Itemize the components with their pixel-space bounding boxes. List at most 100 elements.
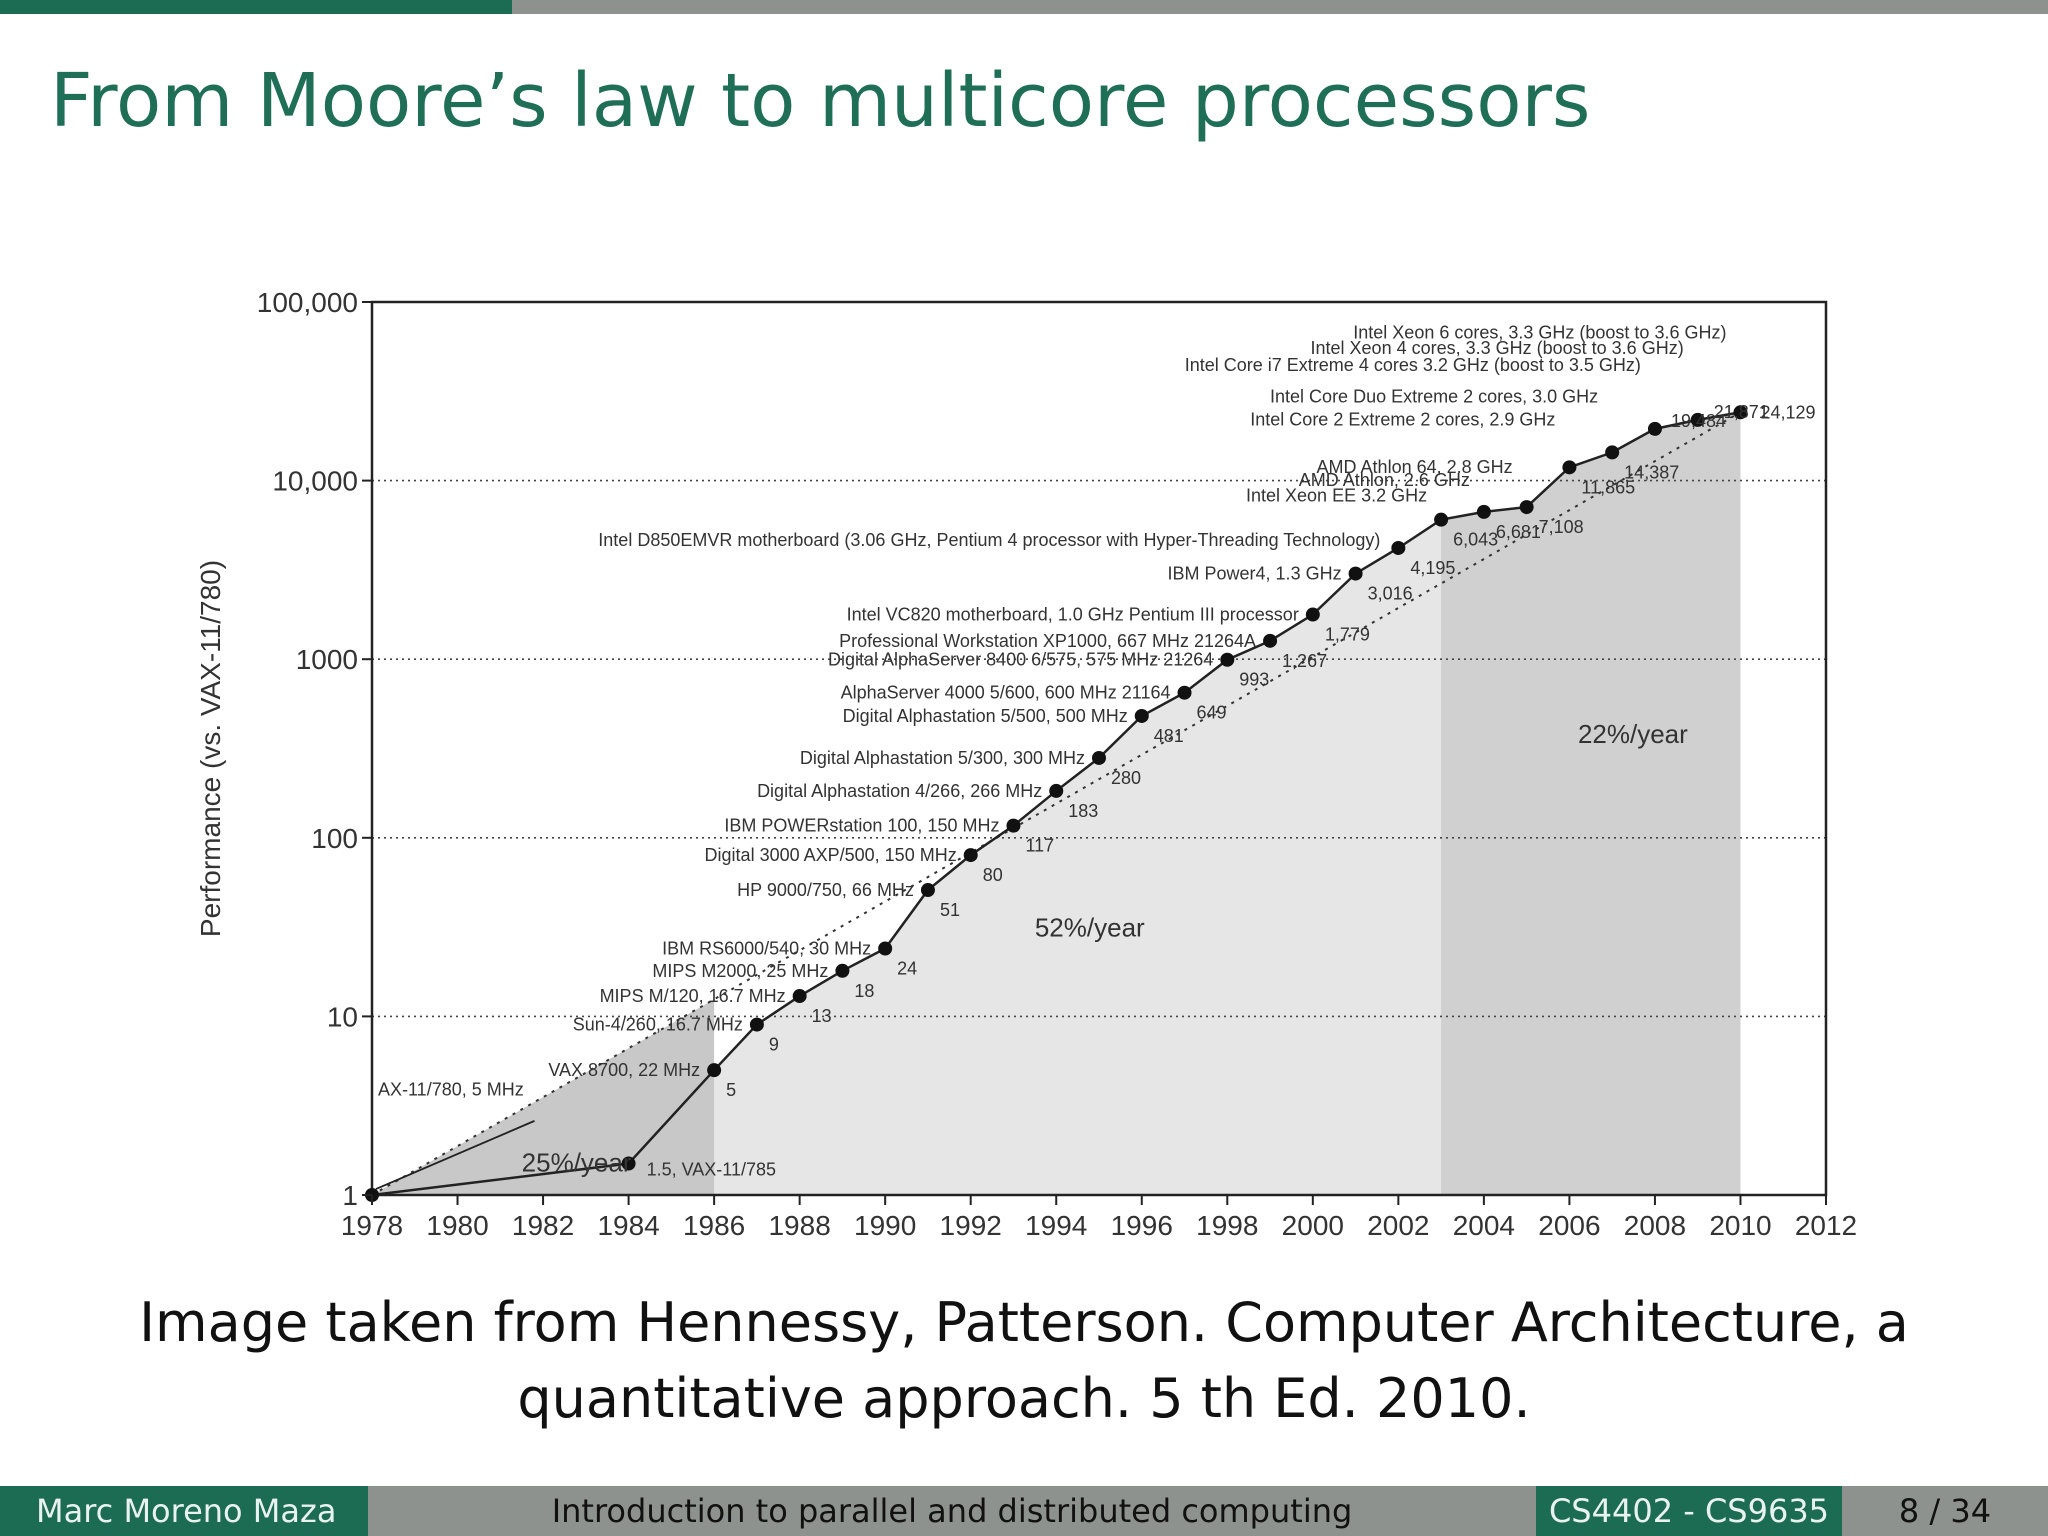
region-label-22-percent: 22%/year [1578,719,1688,749]
value-label-1999: 1,267 [1282,651,1327,671]
value-label-1989: 18 [854,981,874,1001]
x-tick-label-2006: 2006 [1538,1210,1600,1241]
name-label-2008: Intel Core i7 Extreme 4 cores 3.2 GHz (b… [1185,355,1641,375]
region-label-52-percent: 52%/year [1035,913,1145,943]
name-label-2002: Intel D850EMVR motherboard (3.06 GHz, Pe… [598,530,1380,550]
y-tick-label-10: 10 [327,1001,358,1032]
footer-course-code: CS4402 - CS9635 [1536,1486,1842,1536]
data-point-2003 [1434,512,1449,527]
data-point-1994 [1049,783,1064,798]
region-label-25-percent: 25%/year [522,1148,632,1178]
data-point-2001 [1348,566,1363,581]
data-point-1987 [749,1017,764,1032]
name-label-1997: AlphaServer 4000 5/600, 600 MHz 21164 [841,683,1171,703]
name-label-2007: Intel Core Duo Extreme 2 cores, 3.0 GHz [1270,386,1598,406]
x-tick-label-1992: 1992 [940,1210,1002,1241]
data-point-2004 [1476,504,1491,519]
x-tick-label-1982: 1982 [512,1210,574,1241]
data-point-1984 [621,1156,636,1171]
region-25-percent [372,999,715,1195]
progress-bar-fill [0,0,512,14]
x-tick-label-1986: 1986 [683,1210,745,1241]
data-point-1991 [920,883,935,898]
footer-bar: Marc Moreno Maza Introduction to paralle… [0,1486,2048,1536]
name-label-2000: Intel VC820 motherboard, 1.0 GHz Pentium… [847,605,1299,625]
value-label-1984: 1.5, VAX-11/785 [647,1160,776,1180]
x-tick-label-2004: 2004 [1453,1210,1515,1241]
value-label-1994: 183 [1068,801,1098,821]
footer-author: Marc Moreno Maza [0,1486,368,1536]
progress-bar-track [0,0,2048,14]
name-label-1992: Digital 3000 AXP/500, 150 MHz [705,845,957,865]
value-label-2005: 7,108 [1539,517,1584,537]
value-label-2009: 21,871 [1714,402,1769,422]
y-tick-label-1: 1 [342,1180,358,1211]
name-label-2010: Intel Xeon 6 cores, 3.3 GHz (boost to 3.… [1353,322,1726,342]
data-point-1997 [1177,685,1192,700]
value-label-2007: 14,387 [1624,462,1679,482]
value-label-1986: 5 [726,1080,736,1100]
value-label-1998: 993 [1239,670,1269,690]
x-tick-label-1990: 1990 [854,1210,916,1241]
data-point-2009 [1690,412,1705,427]
name-label-1987: Sun-4/260, 16.7 MHz [573,1015,743,1035]
data-point-1993 [1006,818,1021,833]
x-tick-label-2008: 2008 [1624,1210,1686,1241]
value-label-1993: 117 [1025,836,1054,856]
y-tick-label-100-000: 100,000 [257,287,358,318]
image-caption: Image taken from Hennessy, Patterson. Co… [100,1285,1948,1437]
name-label-2003: Intel Xeon EE 3.2 GHz [1246,486,1427,506]
x-tick-label-2010: 2010 [1709,1210,1771,1241]
data-point-1995 [1092,750,1106,765]
value-label-2008: 19,484 [1671,411,1726,431]
x-tick-label-1996: 1996 [1111,1210,1173,1241]
name-label-2005: AMD Athlon 64, 2.8 GHz [1317,457,1513,477]
name-label-2001: IBM Power4, 1.3 GHz [1168,564,1342,584]
x-tick-label-1978: 1978 [341,1210,403,1241]
data-point-1988 [792,989,807,1004]
data-point-2010 [1733,405,1748,420]
y-tick-label-10-000: 10,000 [272,466,358,497]
y-axis-label: Performance (vs. VAX-11/780) [195,560,226,937]
name-leader-1978 [375,1120,535,1190]
performance-chart: 1978 1980 1982 1984 1986 1988 1990 1992 1994 1996… [195,287,1857,1241]
footer-course-title: Introduction to parallel and distributed… [368,1486,1536,1536]
name-label-1999: Professional Workstation XP1000, 667 MHz… [839,631,1256,651]
name-label-2004: AMD Athlon, 2.6 GHz [1299,470,1470,490]
name-label-1990: IBM RS6000/540, 30 MHz [662,938,871,958]
slide-title: From Moore’s law to multicore processors [50,58,1591,144]
value-label-2006: 11,865 [1581,477,1635,497]
y-tick-label-1000: 1000 [296,644,358,675]
data-point-1996 [1134,708,1149,723]
value-label-1997: 649 [1197,703,1227,723]
name-label-1991: HP 9000/750, 66 MHz [737,880,914,900]
data-point-1992 [963,848,978,863]
data-point-1990 [878,941,893,956]
value-label-2001: 3,016 [1368,584,1413,604]
x-tick-label-1984: 1984 [597,1210,659,1241]
y-tick-label-100: 100 [311,823,358,854]
name-label-2006: Intel Core 2 Extreme 2 cores, 2.9 GHz [1250,409,1555,429]
name-label-1998: Digital AlphaServer 8400 6/575, 575 MHz … [828,650,1213,670]
data-point-1999 [1263,633,1278,648]
x-tick-label-1998: 1998 [1196,1210,1258,1241]
caption-line-1: Image taken from Hennessy, Patterson. Co… [139,1291,1909,1354]
x-tick-label-2012: 2012 [1795,1210,1857,1241]
name-label-1993: IBM POWERstation 100, 150 MHz [724,816,999,836]
trend-line [371,411,1741,1196]
name-label-2009: Intel Xeon 4 cores, 3.3 GHz (boost to 3.… [1311,338,1684,358]
caption-line-2: quantitative approach. 5 th Ed. 2010. [517,1367,1531,1430]
data-point-2000 [1305,607,1320,622]
data-point-2008 [1647,421,1662,436]
value-label-2000: 1,779 [1325,625,1370,645]
region-22-percent [1441,412,1741,1196]
x-tick-label-2002: 2002 [1367,1210,1429,1241]
name-label-1994: Digital Alphastation 4/266, 266 MHz [757,781,1042,801]
x-tick-label-1988: 1988 [768,1210,830,1241]
value-label-2002: 4,195 [1410,558,1455,578]
value-label-1995: 280 [1111,768,1141,788]
value-label-1990: 24 [897,958,917,978]
value-label-1988: 13 [812,1006,832,1026]
plot-frame [370,300,1828,1197]
name-label-1978: AX-11/780, 5 MHz [378,1080,524,1100]
